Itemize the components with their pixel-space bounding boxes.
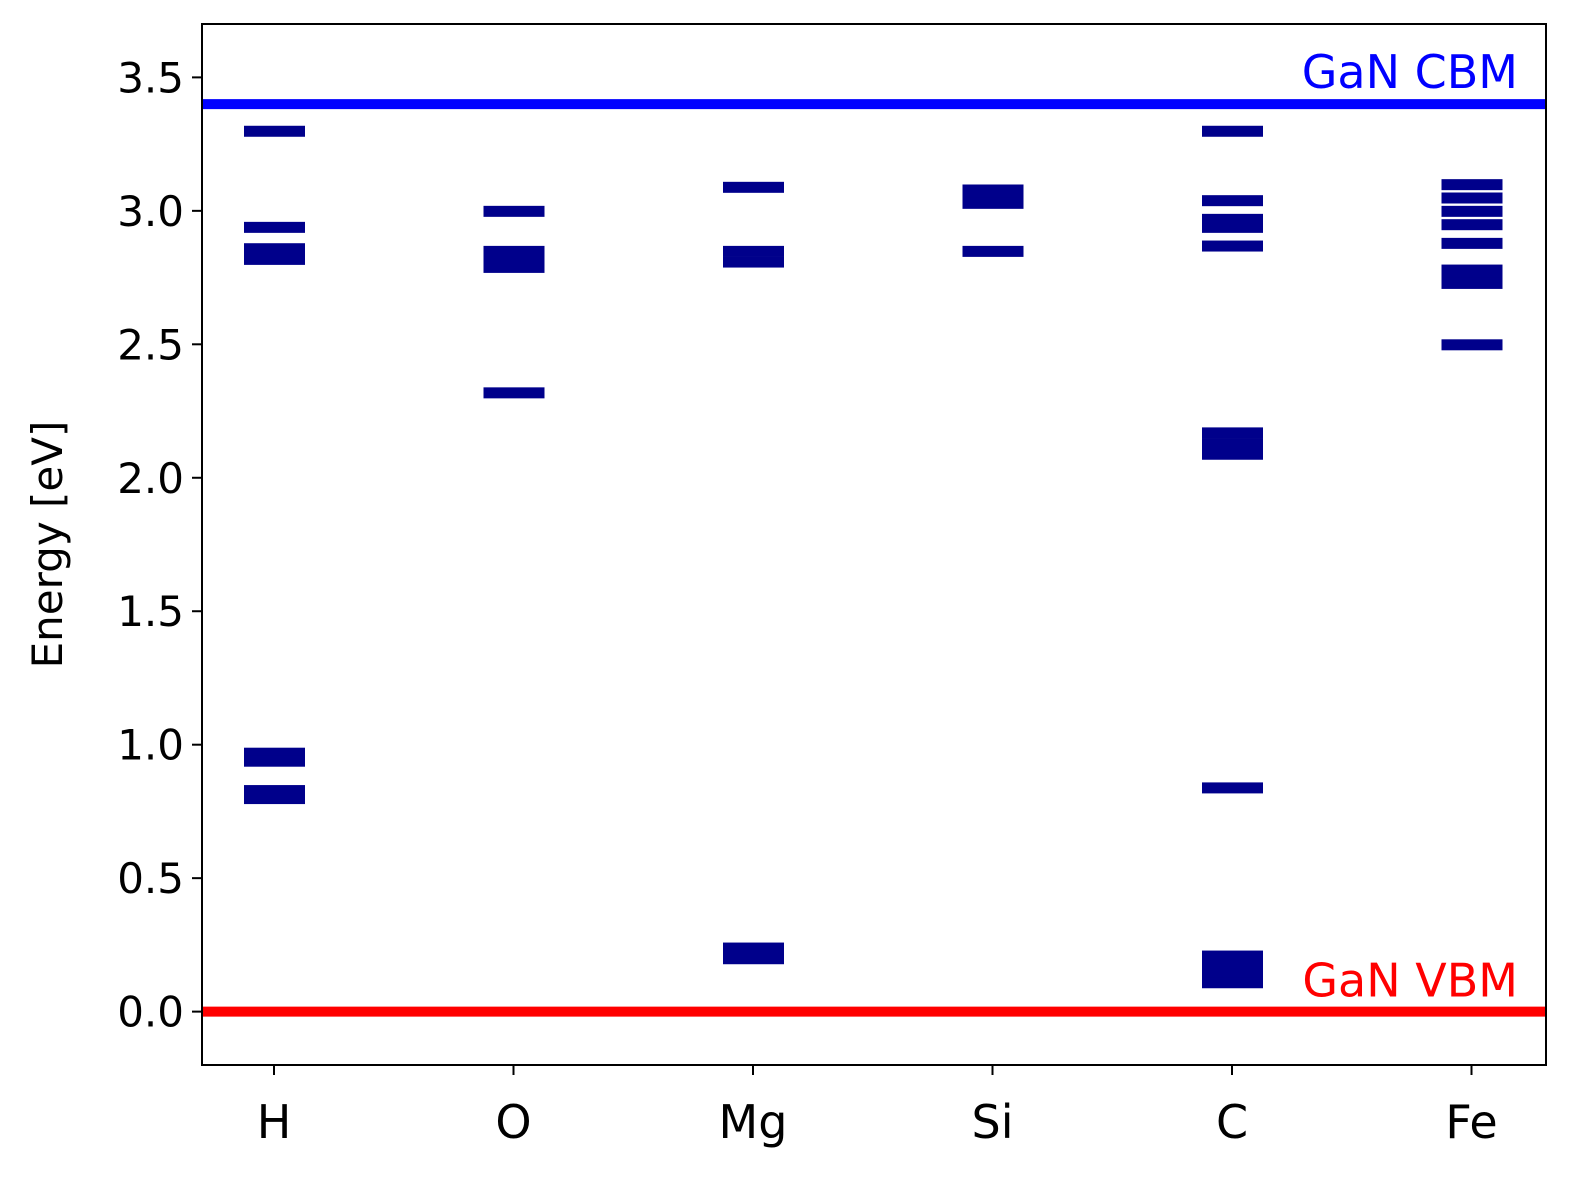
energy-level-bar bbox=[1202, 125, 1263, 137]
levels-h bbox=[244, 125, 305, 805]
y-tick-label: 1.0 bbox=[117, 721, 184, 770]
energy-level-bar bbox=[1441, 179, 1503, 191]
y-axis-ticks: 0.0 0.5 1.0 1.5 2.0 2.5 3.0 3.5 bbox=[117, 53, 202, 1037]
energy-level-bar bbox=[1202, 240, 1263, 252]
levels-fe bbox=[1441, 179, 1503, 351]
energy-level-bar bbox=[1441, 339, 1503, 351]
energy-level-bar bbox=[962, 184, 1024, 196]
energy-level-bar bbox=[723, 245, 784, 257]
energy-level-bar bbox=[483, 253, 545, 265]
y-tick-label: 3.5 bbox=[117, 53, 184, 102]
energy-level-bar bbox=[244, 243, 305, 255]
energy-level-bar bbox=[1202, 950, 1263, 962]
y-tick-label: 0.5 bbox=[117, 854, 184, 903]
y-axis-title: Energy [eV] bbox=[23, 421, 72, 669]
energy-level-bar bbox=[723, 953, 784, 965]
x-tick-label-h: H bbox=[257, 1095, 292, 1149]
levels-si bbox=[962, 184, 1024, 257]
energy-level-bar bbox=[483, 387, 545, 399]
energy-level-bar bbox=[483, 205, 545, 217]
energy-level-bar bbox=[1441, 219, 1503, 231]
x-tick-label-mg: Mg bbox=[719, 1095, 788, 1149]
energy-level-bar bbox=[1202, 213, 1263, 225]
energy-level-bar bbox=[244, 221, 305, 233]
levels-c bbox=[1202, 125, 1263, 989]
y-tick-label: 1.5 bbox=[117, 587, 184, 636]
energy-level-bar bbox=[244, 793, 305, 805]
energy-level-bar bbox=[1441, 205, 1503, 217]
x-tick-label-c: C bbox=[1216, 1095, 1248, 1149]
energy-level-bar bbox=[244, 253, 305, 265]
energy-level-bar bbox=[244, 747, 305, 759]
energy-level-bar bbox=[1202, 427, 1263, 439]
energy-level-bar bbox=[1441, 277, 1503, 289]
energy-level-bar bbox=[244, 125, 305, 137]
levels-o bbox=[483, 205, 545, 399]
energy-level-bar bbox=[723, 181, 784, 193]
energy-level-bar bbox=[1441, 192, 1503, 204]
y-tick-label: 2.5 bbox=[117, 320, 184, 369]
energy-level-bar bbox=[483, 261, 545, 273]
energy-level-bar bbox=[723, 256, 784, 268]
energy-level-bar bbox=[723, 942, 784, 954]
energy-level-bar bbox=[244, 785, 305, 797]
energy-level-bar bbox=[1202, 221, 1263, 233]
energy-level-bar bbox=[1202, 448, 1263, 460]
gan-vbm-label: GaN VBM bbox=[1302, 954, 1518, 1008]
energy-level-bar bbox=[244, 755, 305, 767]
levels-layer bbox=[244, 125, 1503, 989]
energy-level-bar bbox=[962, 245, 1024, 257]
reference-lines-layer: GaN CBM GaN VBM bbox=[202, 45, 1546, 1017]
energy-level-bar bbox=[1202, 977, 1263, 989]
energy-level-bar bbox=[483, 245, 545, 257]
levels-mg bbox=[723, 181, 784, 965]
energy-level-bar bbox=[1202, 782, 1263, 794]
gan-cbm-label: GaN CBM bbox=[1302, 45, 1518, 99]
x-tick-label-fe: Fe bbox=[1445, 1095, 1497, 1149]
x-tick-label-o: O bbox=[495, 1095, 531, 1149]
energy-level-bar bbox=[962, 197, 1024, 209]
energy-level-bar bbox=[1202, 966, 1263, 978]
energy-level-bar bbox=[1441, 237, 1503, 249]
energy-level-bar bbox=[1202, 195, 1263, 207]
plot-frame bbox=[201, 23, 1547, 1066]
x-axis-ticks: H O Mg Si C Fe bbox=[257, 1065, 1498, 1149]
y-tick-label: 0.0 bbox=[117, 988, 184, 1037]
y-tick-label: 2.0 bbox=[117, 454, 184, 503]
x-tick-label-si: Si bbox=[972, 1095, 1014, 1149]
energy-level-bar bbox=[1441, 269, 1503, 281]
y-tick-label: 3.0 bbox=[117, 187, 184, 236]
energy-level-bar bbox=[1202, 958, 1263, 970]
energy-level-bar bbox=[1202, 438, 1263, 450]
